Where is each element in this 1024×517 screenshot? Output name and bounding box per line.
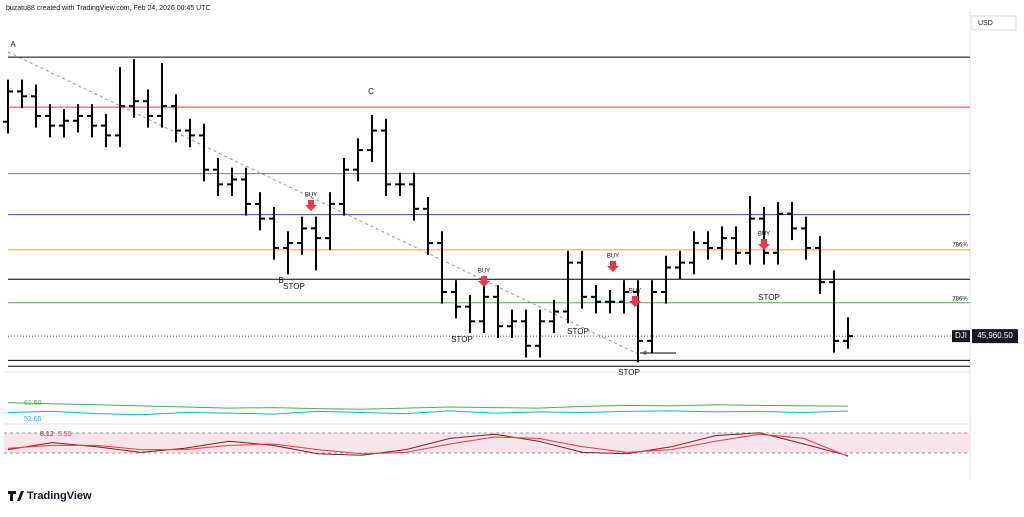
level-label: 786% [952,297,968,303]
annotation: BUY [629,289,641,295]
symbol-box [952,330,970,343]
brand: TradingView [27,490,92,502]
currency: USD [978,20,993,27]
indicator-label: 61.60 [24,400,42,407]
indicator-line [7,410,849,416]
annotation: STOP [758,293,780,302]
annotation: BUY [305,193,317,199]
buy-arrow [758,239,770,250]
price-box [972,329,1018,344]
indicator-line [7,433,849,457]
currency-box [971,15,1017,31]
annotation: d [643,351,646,357]
stoch-band [4,433,970,453]
annotation: B [278,276,283,285]
annotation: BUY [758,232,770,238]
buy-arrow [629,296,641,307]
header: buzatu88 created with TradingView.com, F… [6,5,211,12]
annotation: BUY [607,254,619,260]
annotation: STOP [567,327,589,336]
indicator-label: 8.12 [40,431,54,438]
symbol: DJI [955,331,967,340]
level-label: 786% [952,243,968,249]
price-label: 45,960.50 [977,331,1013,340]
annotation: A [10,40,16,49]
indicator-line [7,402,849,410]
annotation: STOP [618,368,640,377]
trend-line [7,51,641,356]
buy-arrow [478,276,490,287]
indicator-label: 52.65 [24,416,42,423]
indicator-label: 5.55 [58,431,72,438]
annotation: STOP [451,335,473,344]
indicator-line [7,432,849,457]
buy-arrow [305,200,317,211]
buy-arrow [607,261,619,272]
annotation: STOP [283,282,305,291]
logo: TradingView [8,490,92,502]
annotation: BUY [478,269,490,275]
annotation: C [368,87,374,96]
